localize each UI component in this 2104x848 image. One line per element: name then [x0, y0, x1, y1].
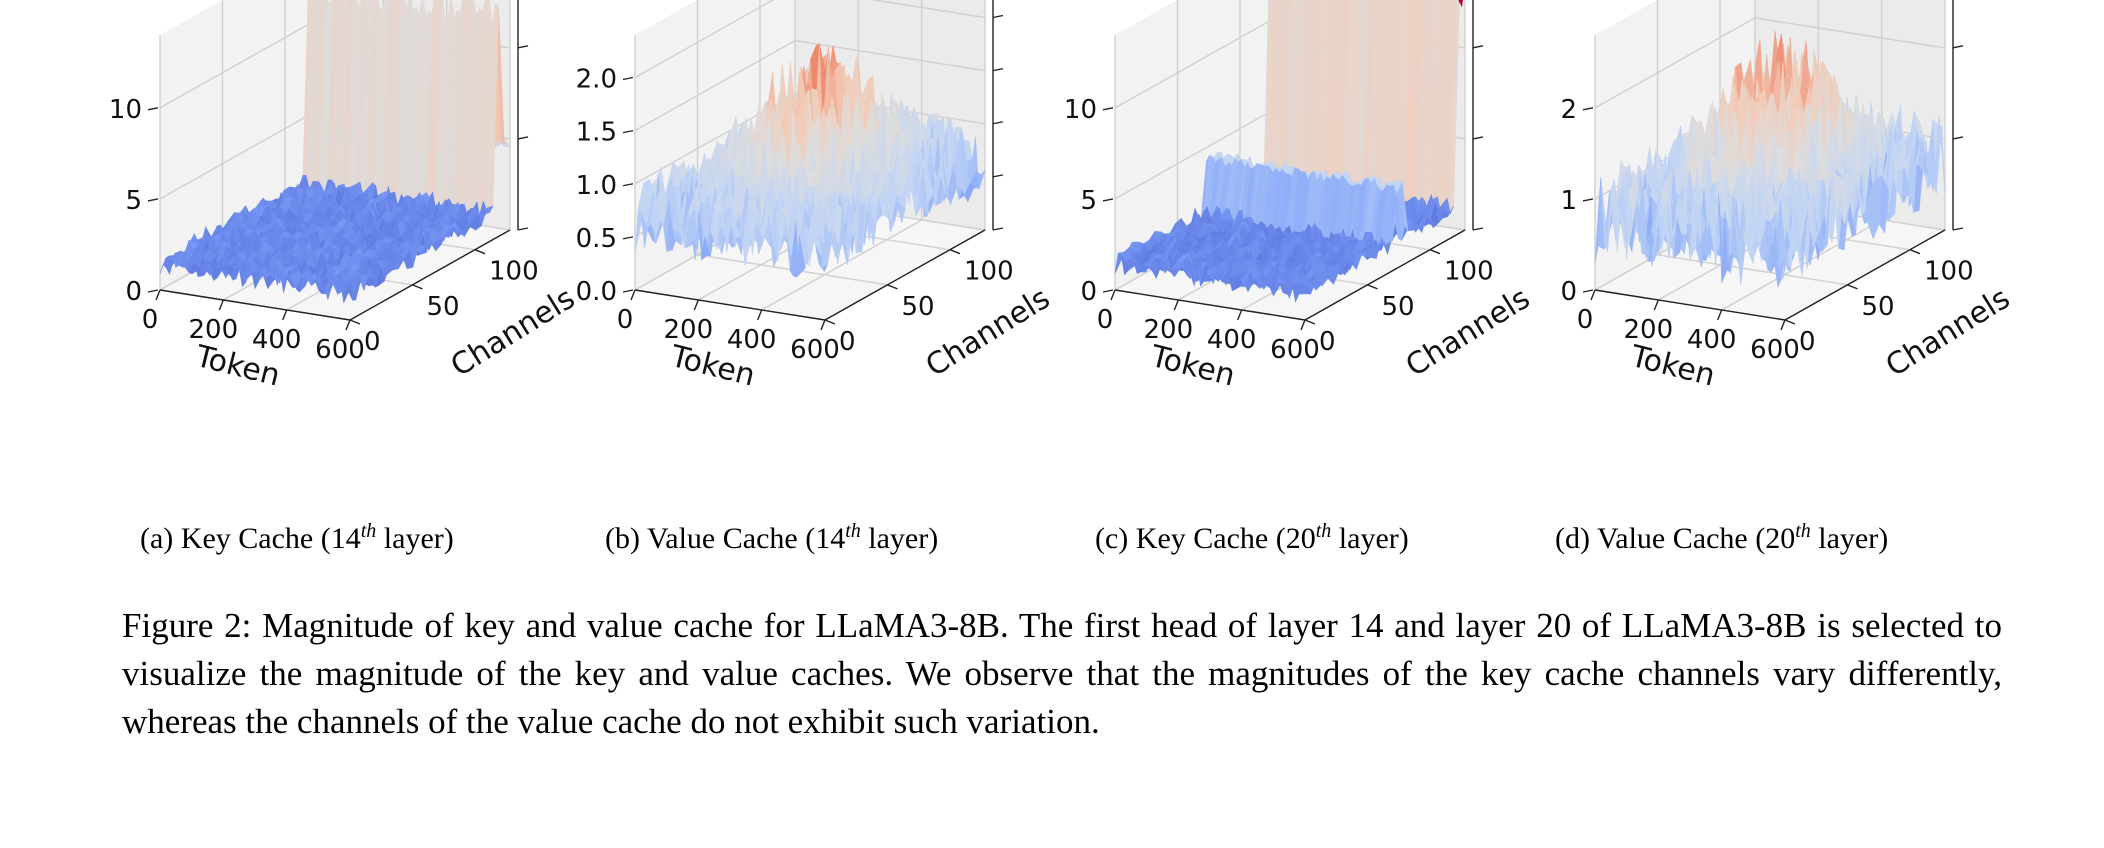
z-tick-right	[992, 174, 1004, 178]
y-tick-label: 50	[427, 292, 460, 322]
z-tick	[622, 236, 634, 240]
subcaption-b: (b) Value Cache (14th layer)	[605, 520, 939, 555]
z-tick-right	[992, 67, 1004, 72]
surface-facet	[1457, 0, 1463, 8]
x-gridline	[761, 0, 923, 311]
z-tick-right	[992, 14, 1004, 19]
surface	[1114, 0, 1463, 303]
y-gridline	[696, 0, 888, 286]
z-tick	[147, 289, 159, 293]
channel-axis	[349, 229, 511, 321]
x-tick-label: 400	[252, 325, 302, 355]
z-tick	[147, 198, 159, 202]
y-tick	[349, 319, 361, 325]
z-tick	[622, 289, 634, 293]
x-tick	[155, 289, 161, 301]
x-tick	[345, 319, 351, 331]
y-tick	[474, 249, 486, 255]
z-tick-right	[992, 121, 1004, 125]
x-tick-label: 600	[790, 335, 840, 365]
z-tick-right	[517, 45, 529, 49]
z-tick-label: 10	[109, 95, 142, 125]
x-tick-label: 0	[142, 305, 159, 335]
key-cache-layer14-panel: 0 200 400 600 0 50 100 0 5 10 Token Channels (a) Ke…	[109, 0, 620, 555]
x-tick-label: 600	[315, 335, 365, 365]
y-tick-label: 0	[364, 327, 381, 357]
z-tick-right	[517, 136, 529, 140]
x-tick	[693, 299, 699, 311]
z-tick	[622, 76, 634, 81]
surface-facet	[346, 282, 357, 301]
surface	[634, 43, 986, 278]
y-tick	[824, 319, 836, 325]
token-axis	[634, 289, 826, 321]
z-tick	[622, 129, 634, 134]
x-tick-label: 200	[664, 315, 714, 345]
x-tick-label: 200	[189, 315, 239, 345]
x-tick	[757, 309, 763, 321]
z-tick-label: 1.5	[576, 118, 617, 148]
y-tick-label: 100	[964, 257, 1014, 287]
x-tick	[630, 289, 636, 301]
y-tick	[949, 249, 961, 255]
y-tick	[412, 284, 423, 290]
y-tick-label: 0	[839, 327, 856, 357]
y-tick	[887, 284, 898, 290]
x-tick	[820, 319, 826, 331]
value-cache-layer14-panel: 0 200 400 600 0 50 100 0.0 0.5 1.0 1.5 2.0 Token Chan…	[576, 0, 1095, 555]
z-tick-right	[992, 227, 1004, 231]
y-axis-label: Channels	[920, 281, 1056, 384]
surface-facet	[821, 221, 832, 269]
y-axis-label: Channels	[445, 281, 581, 384]
x-tick-label: 0	[617, 305, 634, 335]
z-tick	[147, 107, 159, 111]
surface	[159, 0, 511, 304]
channel-axis	[824, 229, 986, 321]
x-tick-label: 400	[727, 325, 777, 355]
z-tick-label: 0	[125, 277, 142, 307]
z-tick-label: 5	[125, 186, 142, 216]
z-tick-label: 0.5	[576, 224, 617, 254]
key-cache-layer20-panel: 0 200 400 600 0 50 100 0 5 10 Token Channels (c) Ke…	[1064, 0, 1575, 555]
z-tick-label: 0.0	[576, 277, 617, 307]
z-tick-label: 2.0	[576, 65, 617, 95]
token-axis	[159, 289, 351, 321]
subcaption-a: (a) Key Cache (14th layer)	[140, 520, 454, 555]
y-tick-label: 50	[902, 292, 935, 322]
z-tick-right	[517, 227, 529, 231]
y-tick-label: 100	[489, 257, 539, 287]
x-tick	[218, 299, 224, 311]
z-tick-label: 1.0	[576, 171, 617, 201]
x-tick	[282, 309, 288, 321]
z-tick	[622, 183, 634, 187]
